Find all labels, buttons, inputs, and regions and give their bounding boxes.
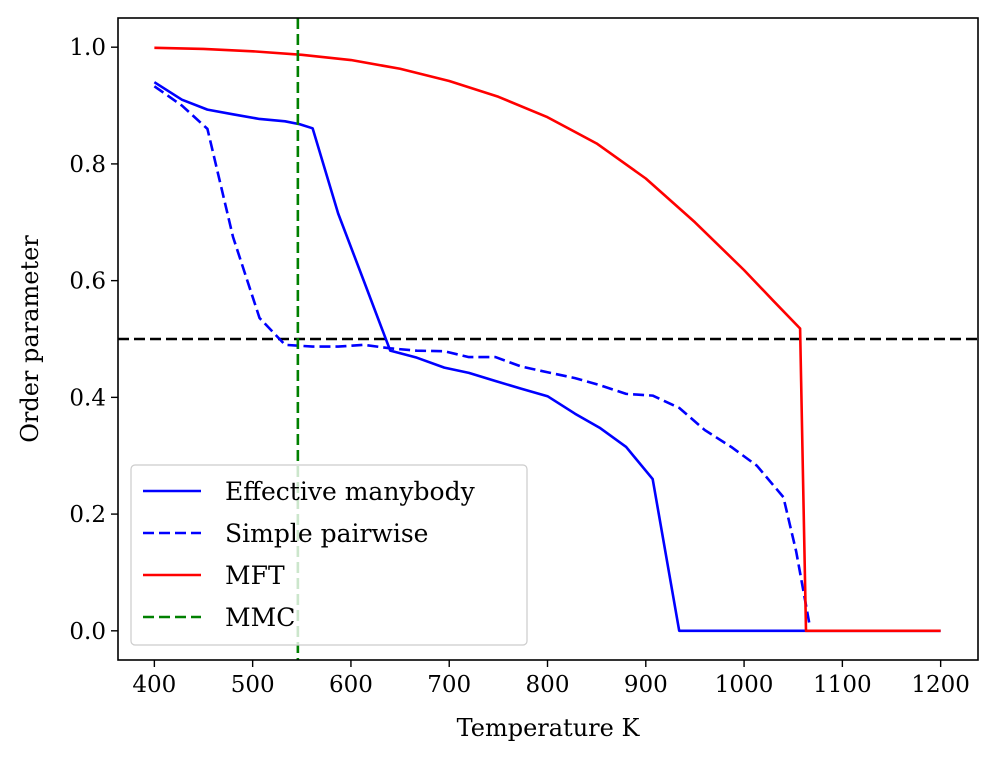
y-tick-label: 0.2 [69,502,106,528]
x-tick-label: 500 [231,672,275,698]
y-tick-label: 1.0 [69,35,106,61]
y-axis-label: Order parameter [16,235,44,443]
x-tick-label: 700 [427,672,471,698]
legend-label-mmc: MMC [225,603,295,632]
x-tick-label: 1000 [715,672,774,698]
legend-label-simple-pairwise: Simple pairwise [225,519,428,548]
x-tick-label: 1200 [911,672,970,698]
x-tick-label: 400 [132,672,176,698]
series-line-mft [154,46,941,633]
x-tick-label: 1100 [813,672,872,698]
y-tick-label: 0.0 [69,619,106,645]
x-tick-label: 600 [329,672,373,698]
series-line-effective-manybody [153,81,941,633]
axis-ticks-layer: 400 500 600 700 800 900 1000 1100 1200 0.0 0.2 0.4 0… [69,35,970,698]
y-tick-label: 0.4 [69,385,106,411]
y-tick-label: 0.8 [69,152,106,178]
y-tick-label: 0.6 [69,269,106,295]
legend: Effective manybody Simple pairwise MFT MMC [130,464,528,646]
legend-box [130,464,528,646]
x-tick-label: 900 [624,672,668,698]
x-axis-label: Temperature K [457,714,641,742]
x-tick-label: 800 [526,672,570,698]
legend-label-effective-manybody: Effective manybody [225,477,476,506]
legend-label-mft: MFT [225,561,285,590]
series-line-simple-pairwise [153,85,812,627]
